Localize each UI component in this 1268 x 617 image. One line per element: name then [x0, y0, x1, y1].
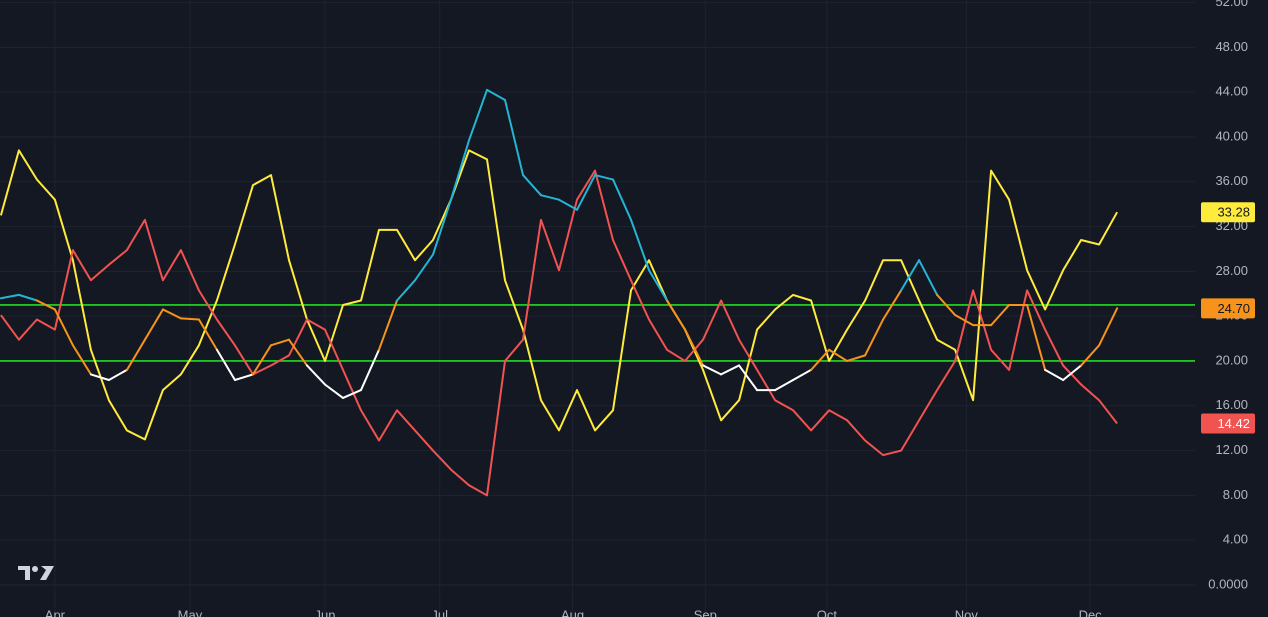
x-tick-label: Oct [817, 607, 838, 617]
price-label: 33.28 [1217, 205, 1250, 220]
line-segment [215, 348, 236, 382]
line-segment [161, 308, 182, 320]
y-tick-label: 12.00 [1215, 442, 1248, 457]
line-segment [467, 88, 489, 142]
y-tick-label: 0.0000 [1208, 576, 1248, 591]
line-segment [197, 318, 218, 351]
line-segment [269, 338, 290, 347]
line-segment [522, 174, 543, 197]
line-segment [89, 373, 110, 382]
line-segment [53, 308, 74, 347]
line-segment [179, 317, 200, 321]
y-tick-label: 8.00 [1223, 487, 1248, 502]
line-segment [846, 354, 867, 362]
price-label: 24.70 [1217, 301, 1250, 316]
line-segment [828, 348, 849, 362]
line-segment [377, 299, 398, 351]
line-segment [125, 338, 146, 371]
line-segment [990, 303, 1011, 327]
line-segment [738, 364, 759, 392]
line-segment [413, 253, 434, 282]
line-segment [1062, 364, 1083, 382]
line-segment [1098, 307, 1119, 347]
line-segment [233, 373, 254, 382]
axes: 0.00004.008.0012.0016.0020.0024.0028.003… [45, 0, 1255, 617]
line-segment [810, 348, 831, 371]
line-segment [684, 328, 705, 367]
y-tick-label: 36.00 [1215, 173, 1248, 188]
line-series [0, 169, 1118, 497]
line-segment [648, 269, 669, 302]
price-label-box [1201, 298, 1255, 319]
line-segment [774, 379, 795, 392]
logo-mark [40, 566, 54, 580]
y-tick-label: 48.00 [1215, 39, 1248, 54]
price-label-box [1201, 413, 1255, 434]
x-tick-label: Nov [955, 607, 979, 617]
line-segment [251, 344, 272, 376]
line-segment [594, 174, 615, 181]
x-tick-label: Jun [314, 607, 335, 617]
line-segment [143, 308, 164, 341]
line-segment [630, 218, 651, 272]
logo [18, 566, 54, 580]
price-label: 14.42 [1217, 416, 1250, 431]
x-tick-label: Apr [45, 607, 66, 617]
line-segment [954, 314, 975, 327]
x-tick-label: Jul [431, 607, 448, 617]
y-tick-label: 20.00 [1215, 352, 1248, 367]
line-segment [341, 389, 362, 399]
line-segment [576, 174, 597, 211]
line-segment [287, 338, 308, 367]
line-segment [0, 293, 20, 300]
line-segment [35, 299, 56, 311]
x-tick-label: May [178, 607, 203, 617]
x-tick-label: Aug [561, 607, 584, 617]
line-segment [558, 198, 579, 211]
line-segment [395, 279, 416, 302]
line-segment [1080, 344, 1101, 367]
line-segment [359, 348, 380, 392]
line-segment [431, 198, 452, 256]
line-segment [792, 368, 813, 382]
line-segment [720, 364, 741, 376]
line-segment [17, 293, 38, 302]
price-label-box [1201, 202, 1255, 223]
line-segment [540, 194, 561, 201]
line-segment [71, 344, 92, 376]
line-segment [504, 99, 525, 177]
line-segment [486, 88, 507, 102]
line-segment [1044, 368, 1065, 382]
x-tick-label: Dec [1079, 607, 1103, 617]
line-segment [918, 259, 939, 296]
x-tick-label: Sep [694, 607, 717, 617]
line-segment [864, 318, 885, 357]
line-series [0, 149, 1118, 441]
line-segment [305, 364, 326, 386]
y-tick-label: 16.00 [1215, 397, 1248, 412]
line-segment [936, 293, 957, 317]
line-segment [702, 364, 723, 376]
y-tick-label: 4.00 [1223, 532, 1248, 547]
y-tick-label: 52.00 [1215, 0, 1248, 9]
y-tick-label: 28.00 [1215, 263, 1248, 278]
line-segment [612, 178, 633, 221]
y-tick-label: 40.00 [1215, 128, 1248, 143]
line-segment [107, 368, 128, 382]
line-segment [882, 289, 903, 321]
line-segment [666, 299, 687, 331]
logo-mark [18, 566, 30, 580]
line-segment [449, 139, 470, 201]
line-segment [900, 259, 921, 292]
y-tick-label: 44.00 [1215, 84, 1248, 99]
plot-area [0, 88, 1195, 497]
line-segment [1026, 303, 1047, 371]
logo-dot [32, 566, 38, 572]
line-segment [323, 383, 344, 399]
